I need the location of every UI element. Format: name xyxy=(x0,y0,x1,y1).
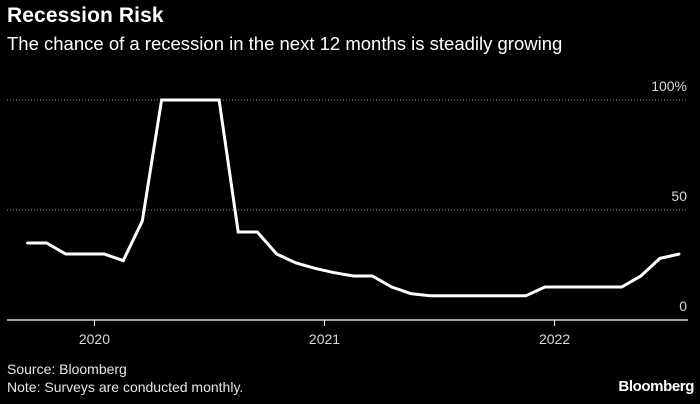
data-point-27 xyxy=(543,285,547,289)
data-point-11 xyxy=(237,230,240,234)
data-point-4 xyxy=(102,252,106,256)
data-point-15 xyxy=(313,267,316,270)
data-point-5 xyxy=(122,259,125,262)
data-point-6 xyxy=(141,219,144,223)
data-point-0 xyxy=(26,241,29,245)
data-point-13 xyxy=(275,252,278,256)
bloomberg-logo: Bloomberg xyxy=(618,378,694,395)
chart-subtitle: The chance of a recession in the next 12… xyxy=(7,33,563,54)
data-point-33 xyxy=(658,257,662,260)
data-point-12 xyxy=(256,230,259,234)
data-point-34 xyxy=(678,252,681,256)
data-point-18 xyxy=(371,274,374,278)
data-point-10 xyxy=(217,98,221,102)
data-point-1 xyxy=(45,241,48,245)
data-point-26 xyxy=(524,294,527,297)
x-tick-label-2020: 2020 xyxy=(79,331,110,347)
y-tick-label-0: 0 xyxy=(679,298,687,314)
data-point-17 xyxy=(352,274,355,278)
data-point-29 xyxy=(582,285,585,289)
data-point-30 xyxy=(601,285,604,289)
y-tick-label-50: 50 xyxy=(671,188,687,204)
data-point-3 xyxy=(83,252,87,256)
x-tick-label-2021: 2021 xyxy=(309,331,340,347)
data-point-21 xyxy=(428,294,432,297)
data-point-16 xyxy=(333,271,336,274)
data-point-9 xyxy=(198,98,201,102)
data-point-32 xyxy=(639,274,642,278)
data-point-24 xyxy=(486,294,489,297)
data-point-14 xyxy=(294,261,297,264)
data-point-7 xyxy=(160,98,163,102)
data-point-28 xyxy=(563,285,566,289)
data-point-19 xyxy=(390,285,393,289)
y-tick-label-100: 100% xyxy=(651,78,687,94)
data-point-31 xyxy=(620,285,623,289)
data-point-25 xyxy=(505,294,508,297)
data-point-2 xyxy=(64,252,67,256)
survey-note: Note: Surveys are conducted monthly. xyxy=(7,379,244,395)
data-point-23 xyxy=(467,294,470,297)
data-point-8 xyxy=(179,98,182,102)
data-point-20 xyxy=(409,292,412,295)
source-note: Source: Bloomberg xyxy=(7,361,127,377)
chart-title: Recession Risk xyxy=(7,4,164,27)
x-tick-label-2022: 2022 xyxy=(539,331,570,347)
data-point-22 xyxy=(448,294,451,297)
series-line-0 xyxy=(27,98,680,298)
